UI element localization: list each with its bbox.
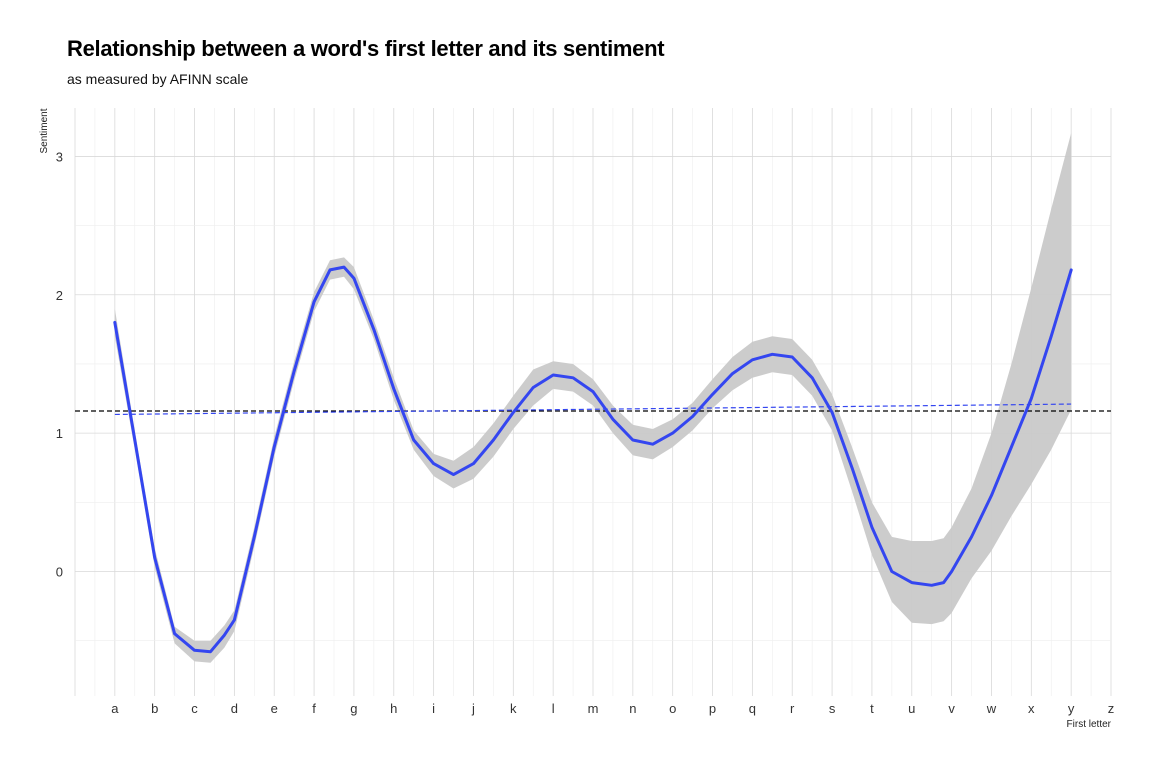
x-tick-label: b xyxy=(151,701,158,716)
x-tick-label: v xyxy=(948,701,955,716)
x-tick-label: k xyxy=(510,701,517,716)
x-tick-label: g xyxy=(350,701,357,716)
x-tick-label: p xyxy=(709,701,716,716)
x-tick-label: d xyxy=(231,701,238,716)
x-tick-label: a xyxy=(111,701,119,716)
linear-fit-line xyxy=(114,403,1072,416)
x-tick-label: e xyxy=(271,701,278,716)
x-tick-label: f xyxy=(312,701,316,716)
x-tick-label: u xyxy=(908,701,915,716)
x-tick-label: z xyxy=(1108,701,1115,716)
smooth-sentiment-line xyxy=(113,265,1073,654)
y-tick-label: 3 xyxy=(56,149,63,164)
x-tick-label: n xyxy=(629,701,636,716)
x-tick-label: t xyxy=(870,701,874,716)
x-tick-label: s xyxy=(829,701,836,716)
y-tick-label: 0 xyxy=(56,564,63,579)
x-tick-label: i xyxy=(432,701,435,716)
x-tick-label: y xyxy=(1068,701,1075,716)
x-tick-label: o xyxy=(669,701,676,716)
x-tick-label: c xyxy=(191,701,198,716)
y-axis-label: Sentiment xyxy=(39,108,50,153)
x-tick-label: m xyxy=(588,701,599,716)
x-tick-label: j xyxy=(471,701,475,716)
chart-title: Relationship between a word's first lett… xyxy=(67,36,665,61)
chart-subtitle: as measured by AFINN scale xyxy=(67,71,249,87)
confidence-ribbon xyxy=(114,132,1072,663)
x-tick-label: q xyxy=(749,701,756,716)
y-tick-label: 2 xyxy=(56,288,63,303)
x-tick-label: l xyxy=(552,701,555,716)
x-axis-label: First letter xyxy=(1067,719,1112,730)
y-tick-label: 1 xyxy=(56,426,63,441)
x-tick-label: x xyxy=(1028,701,1035,716)
x-tick-label: r xyxy=(790,701,795,716)
x-tick-label: w xyxy=(986,701,997,716)
x-tick-label: h xyxy=(390,701,397,716)
